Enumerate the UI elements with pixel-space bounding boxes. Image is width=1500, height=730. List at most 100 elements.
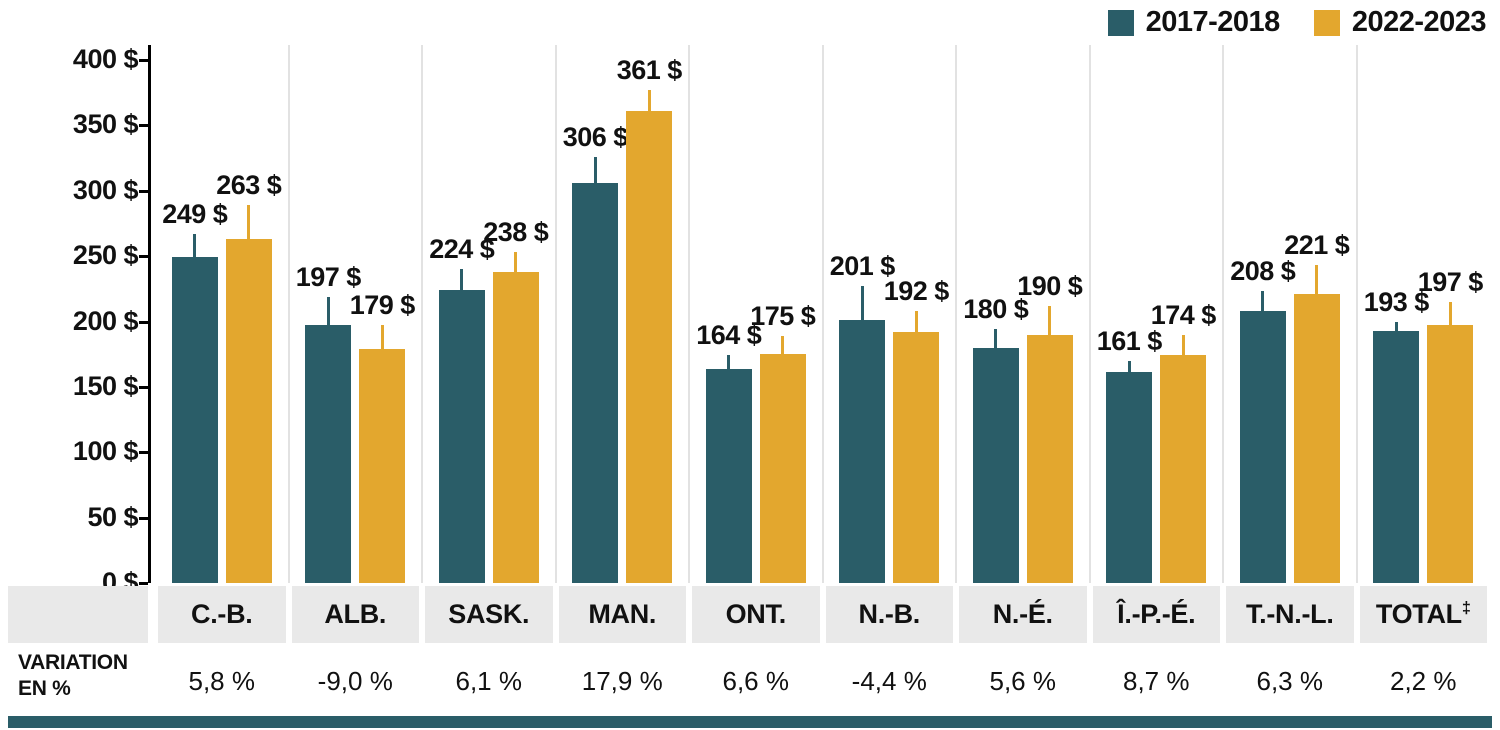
error-whisker — [460, 269, 464, 297]
error-whisker — [247, 205, 251, 246]
y-tick-label: 150 $ — [72, 370, 139, 401]
error-whisker — [593, 156, 597, 189]
bar-2017-2018-N.-É. — [972, 347, 1019, 583]
variation-value: -4,4 % — [851, 666, 927, 696]
category-cell: TOTAL‡ — [1359, 586, 1487, 643]
error-whisker — [860, 286, 864, 327]
y-tick-mark — [139, 451, 148, 455]
error-whisker — [1394, 321, 1398, 337]
y-tick-mark — [139, 255, 148, 259]
y-tick-mark — [139, 320, 148, 324]
bar-value-label: 306 $ — [562, 121, 629, 152]
error-whisker — [514, 252, 518, 278]
bar-value-label: 221 $ — [1284, 230, 1350, 261]
y-tick-mark — [139, 59, 148, 62]
variation-value: 5,8 % — [188, 666, 256, 696]
category-label: MAN. — [588, 599, 657, 629]
legend-swatch-icon — [1107, 9, 1134, 36]
category-label: ONT. — [725, 599, 787, 629]
bar-2017-2018-C.-B. — [171, 257, 218, 583]
error-whisker — [781, 335, 785, 361]
y-axis-line — [148, 45, 151, 583]
bar-value-label: 238 $ — [483, 217, 549, 248]
variation-value: 6,6 % — [722, 666, 790, 696]
variation-value: 17,9 % — [581, 666, 663, 696]
bar-value-label: 161 $ — [1096, 325, 1163, 356]
bar-2017-2018-N.-B. — [839, 320, 886, 583]
error-whisker — [1127, 360, 1131, 379]
category-label: N.-É. — [992, 599, 1053, 629]
bar-2017-2018-ALB. — [305, 325, 352, 583]
error-whisker — [994, 329, 998, 354]
y-tick-mark — [139, 582, 148, 585]
bar-2022-2023-Î.-P.-É. — [1160, 355, 1207, 583]
variation-value: -9,0 % — [317, 666, 393, 696]
variation-row-header-line2: EN % — [18, 677, 71, 701]
bar-value-label: 164 $ — [696, 320, 762, 351]
error-whisker — [1448, 301, 1452, 332]
category-label: N.-B. — [858, 599, 921, 629]
category-label: T.-N.-L. — [1245, 599, 1334, 629]
variation-value: 8,7 % — [1123, 666, 1190, 696]
error-whisker — [380, 325, 384, 355]
category-cell: SASK. — [425, 586, 553, 643]
y-tick-mark — [139, 189, 148, 193]
group-separator — [1355, 45, 1358, 583]
group-separator — [554, 45, 557, 583]
category-label: C.-B. — [191, 599, 253, 629]
group-separator — [421, 45, 423, 583]
bottom-accent-bar — [8, 716, 1492, 728]
y-tick-label: 250 $ — [72, 240, 139, 271]
bar-2022-2023-ONT. — [759, 354, 806, 583]
group-separator — [1222, 45, 1224, 583]
legend-label: 2022-2023 — [1351, 6, 1487, 38]
variation-value: 5,6 % — [989, 666, 1057, 696]
error-whisker — [1315, 265, 1319, 301]
group-separator — [1088, 45, 1091, 583]
bar-2022-2023-TOTAL — [1427, 325, 1474, 583]
category-cell: N.-B. — [825, 586, 953, 643]
bar-2022-2023-ALB. — [359, 348, 406, 583]
variation-value: 6,3 % — [1256, 666, 1324, 696]
bar-2017-2018-ONT. — [705, 368, 752, 583]
error-whisker — [914, 311, 918, 338]
group-separator — [287, 45, 290, 583]
y-tick-mark — [139, 516, 148, 520]
bar-value-label: 208 $ — [1230, 256, 1296, 287]
legend-item-2022-2023: 2022-2023 — [1313, 6, 1487, 39]
category-cell: C.-B. — [158, 586, 286, 643]
category-cell: ONT. — [692, 586, 820, 643]
y-tick-mark — [139, 385, 148, 389]
bar-2022-2023-C.-B. — [225, 239, 272, 583]
bar-2022-2023-T.-N.-L. — [1293, 294, 1340, 583]
error-whisker — [1261, 291, 1265, 318]
category-label: Î.-P.-É. — [1117, 599, 1196, 629]
bar-value-label: 263 $ — [216, 170, 282, 201]
category-cell: MAN. — [558, 586, 686, 643]
error-whisker — [193, 233, 197, 264]
y-tick-mark — [139, 124, 148, 128]
bar-value-label: 193 $ — [1363, 286, 1430, 317]
legend-item-2017-2018: 2017-2018 — [1107, 6, 1280, 39]
y-tick-label: 50 $ — [87, 501, 138, 532]
bar-2022-2023-SASK. — [492, 271, 539, 583]
bar-value-label: 249 $ — [162, 198, 228, 229]
category-label-footnote-mark: ‡ — [1461, 599, 1471, 617]
category-cell: N.-É. — [959, 586, 1087, 643]
bar-2022-2023-N.-B. — [893, 331, 940, 583]
bar-2017-2018-Î.-P.-É. — [1106, 372, 1153, 583]
error-whisker — [647, 90, 651, 117]
bar-value-label: 180 $ — [963, 294, 1029, 325]
y-tick-label: 200 $ — [72, 305, 139, 336]
bar-value-label: 197 $ — [295, 261, 362, 292]
bar-2017-2018-TOTAL — [1373, 330, 1420, 583]
bar-value-label: 179 $ — [349, 290, 416, 321]
y-tick-label: 350 $ — [72, 109, 139, 140]
group-separator — [955, 45, 957, 583]
variation-value: 2,2 % — [1390, 666, 1457, 696]
bar-2022-2023-N.-É. — [1026, 334, 1073, 583]
bar-2017-2018-T.-N.-L. — [1239, 311, 1286, 583]
error-whisker — [1048, 305, 1052, 341]
y-tick-label: 300 $ — [72, 174, 139, 205]
category-cell: T.-N.-L. — [1226, 586, 1354, 643]
